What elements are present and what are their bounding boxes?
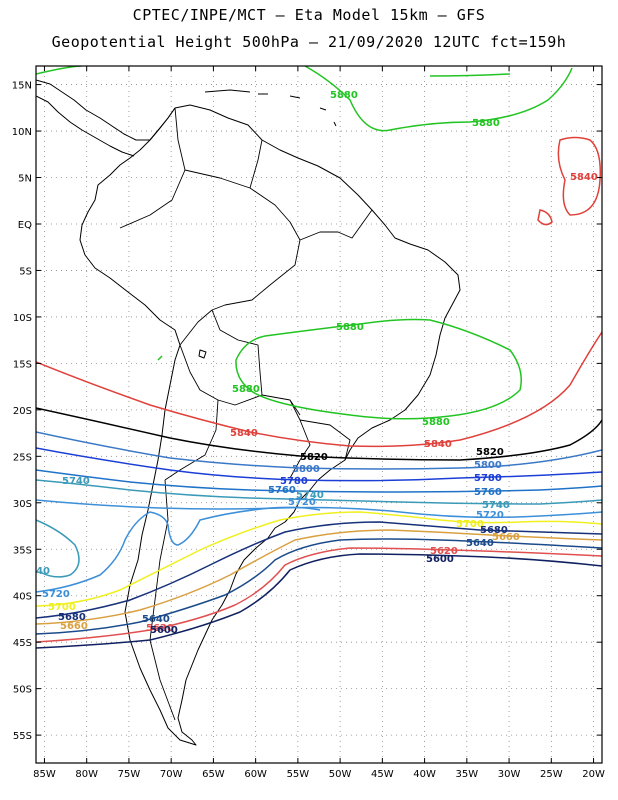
contour-5840-ne-cell [537,136,602,226]
lon-tick-label: 75W [118,769,141,780]
contour-label-40-edge: 40 [36,566,50,577]
contour-5600 [36,553,602,649]
contour-5820 [36,407,602,461]
lat-tick-label: 5N [18,174,32,185]
contour-label-5840-a: 5840 [570,172,598,183]
country-borders [119,107,373,721]
contour-label-5700-a: 5700 [456,519,484,530]
contour-label-5720-c: 5720 [42,589,70,600]
contour-5880-brazil [157,318,522,420]
lon-tick-label: 70W [160,769,183,780]
contour-label-5840-c: 5840 [424,439,452,450]
contour-5720-west [36,506,321,593]
lat-lon-grid [36,66,602,763]
lat-tick-label: 30S [13,499,32,510]
map-frame [35,65,603,764]
contour-5680 [36,521,602,619]
contour-5760 [36,469,602,493]
lon-tick-label: 65W [202,769,225,780]
lat-tick-label: 25S [13,452,32,463]
lon-tick-label: 60W [244,769,267,780]
caribbean-islands [204,89,337,127]
map-title-line1: CPTEC/INPE/MCT – Eta Model 15km – GFS [132,6,486,24]
contour-label-5780-a: 5780 [280,476,308,487]
lon-tick-label: 85W [33,769,56,780]
central-america-coastline [36,79,176,157]
contour-label-5720-b: 5720 [476,510,504,521]
contour-label-5700-b: 5700 [48,602,76,613]
lat-tick-label: EQ [18,220,32,231]
axis-tick-labels: 85W 80W 75W 70W 65W 60W 55W 50W 45W 40W 35W 30W 25W 2… [12,81,605,780]
lat-tick-label: 5S [19,266,32,277]
contour-label-5780-b: 5780 [474,473,502,484]
lat-tick-label: 10S [13,313,32,324]
contour-label-5820-b: 5820 [476,447,504,458]
lat-tick-label: 40S [13,592,32,603]
contour-label-5640-b: 5640 [142,614,170,625]
south-america-coastline [79,104,461,746]
lat-tick-label: 20S [13,406,32,417]
lon-tick-label: 30W [498,769,521,780]
contour-label-5880-e: 5880 [422,417,450,428]
lat-tick-label: 35S [13,545,32,556]
contour-label-5640-a: 5640 [466,538,494,549]
contour-5780 [36,447,602,482]
lon-tick-label: 25W [540,769,563,780]
lon-tick-label: 45W [371,769,394,780]
lon-tick-label: 20W [582,769,605,780]
lat-tick-label: 15N [12,81,32,92]
contour-5740 [36,479,602,505]
contour-5620 [36,547,602,643]
contour-label-5800-b: 5800 [474,460,502,471]
contour-label-5760-b: 5760 [474,487,502,498]
lon-tick-label: 80W [75,769,98,780]
contour-label-5600-a: 5600 [426,554,454,565]
contour-label-5880-a: 5880 [330,90,358,101]
contour-label-5760-a: 5760 [268,485,296,496]
contour-5660 [36,529,602,625]
lat-tick-label: 45S [13,638,32,649]
contour-label-5660-a: 5660 [492,532,520,543]
lake-titicaca [198,349,207,359]
axis-ticks [36,66,602,763]
contour-label-5800-a: 5800 [292,464,320,475]
contour-label-5680-b: 5680 [58,612,86,623]
contour-label-5600-b: 5600 [150,625,178,636]
contour-5800 [36,431,602,470]
contour-label-5680-a: 5680 [480,525,508,536]
map-title-line2: Geopotential Height 500hPa – 21/09/2020 … [51,33,567,51]
lon-tick-label: 40W [413,769,436,780]
contour-5640 [36,538,602,635]
contour-label-5820-a: 5820 [300,452,328,463]
contour-label-5880-c: 5880 [336,322,364,333]
contour-5720 [36,499,602,519]
contour-label-5620-b: 5620 [146,623,174,634]
contour-label-5740-c: 5740 [482,500,510,511]
lat-tick-label: 55S [13,731,32,742]
contour-label-5740-b: 5740 [296,490,324,501]
contour-5840 [36,331,602,448]
contour-label-5740-a: 5740 [62,476,90,487]
lon-tick-label: 35W [456,769,479,780]
contour-label-5720-a: 5720 [288,497,316,508]
lon-tick-label: 50W [329,769,352,780]
contour-label-5660-b: 5660 [60,621,88,632]
contour-5740-west-loop [36,519,80,578]
contour-5700 [36,511,602,607]
contour-label-5620-a: 5620 [430,546,458,557]
lat-tick-label: 50S [13,685,32,696]
lat-tick-label: 15S [13,359,32,370]
contour-label-5840-b: 5840 [230,428,258,439]
lat-tick-label: 10N [12,127,32,138]
contour-label-5880-b: 5880 [472,118,500,129]
lon-tick-label: 55W [287,769,310,780]
contour-label-5880-d: 5880 [232,384,260,395]
